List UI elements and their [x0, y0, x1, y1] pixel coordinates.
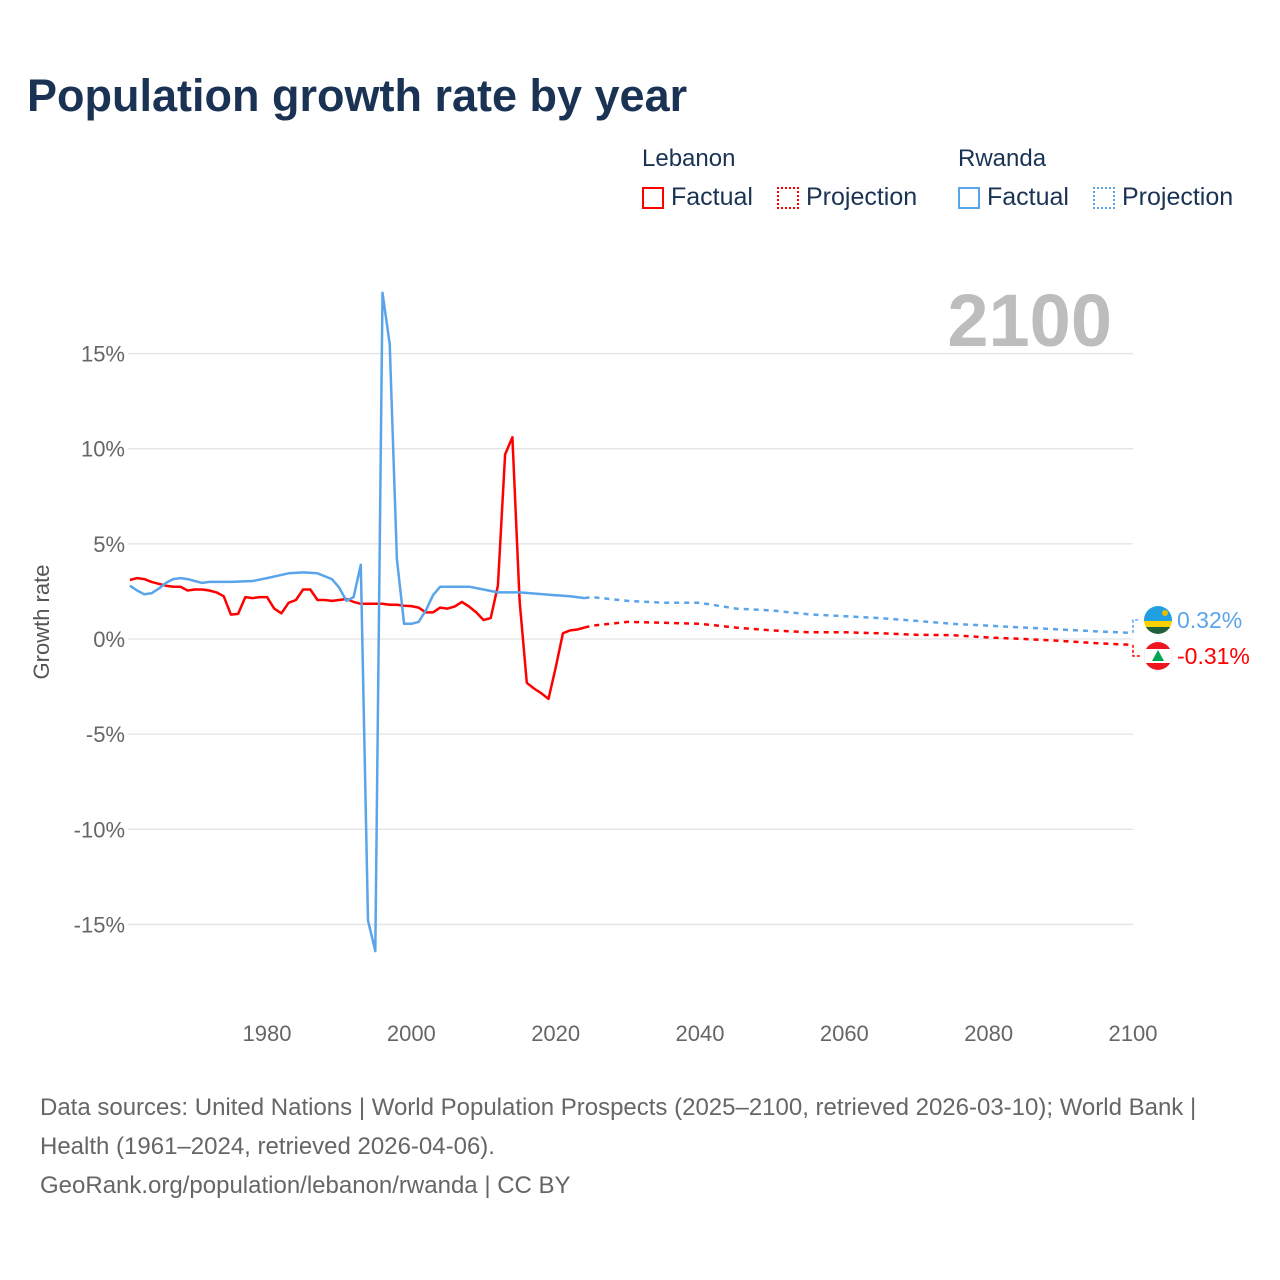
legend-item-lebanon-factual[interactable]: Factual: [642, 183, 753, 212]
x-tick-label: 2000: [387, 1021, 436, 1046]
x-tick-label: 2020: [531, 1021, 580, 1046]
legend-item-rwanda-factual[interactable]: Factual: [958, 183, 1069, 212]
legend-label: Projection: [805, 183, 918, 211]
legend-swatch: [958, 186, 980, 209]
legend-label: Factual: [671, 183, 753, 211]
x-tick-label: 2040: [676, 1021, 725, 1046]
legend-swatch: [776, 186, 799, 209]
legend-swatch: [1092, 186, 1115, 209]
footer: Data sources: United Nations | World Pop…: [40, 1088, 1240, 1205]
data-sources: Data sources: United Nations | World Pop…: [40, 1094, 1197, 1160]
lebanon-flag-icon: [1144, 642, 1172, 670]
rwanda-factual-line: [129, 291, 585, 953]
x-tick-label: 2100: [1109, 1021, 1158, 1046]
y-tick-label: -15%: [74, 912, 125, 937]
x-tick-label: 2060: [820, 1021, 869, 1046]
lebanon-projection-line: [584, 620, 1134, 647]
legend-swatch: [642, 186, 664, 209]
y-tick-label: 10%: [81, 437, 125, 462]
legend-rwanda: Rwanda Factual Projection: [958, 145, 1249, 212]
x-tick-label: 1980: [243, 1021, 292, 1046]
x-tick-label: 2080: [964, 1021, 1013, 1046]
legend-item-rwanda-projection[interactable]: Projection: [1092, 183, 1234, 212]
lebanon-factual-line: [129, 436, 585, 701]
y-tick-label: 15%: [81, 342, 125, 367]
legend-group-title: Rwanda: [958, 145, 1047, 172]
legend-group-title: Lebanon: [642, 145, 736, 172]
legend-lebanon: Lebanon Factual Projection: [642, 145, 933, 212]
rwanda-flag-icon: [1144, 606, 1172, 634]
y-tick-label: -5%: [86, 722, 125, 747]
current-year-label: 2100: [947, 279, 1112, 362]
y-tick-label: -10%: [74, 817, 125, 842]
source-link[interactable]: GeoRank.org/population/lebanon/rwanda | …: [40, 1172, 571, 1199]
legend-label: Projection: [1121, 183, 1234, 211]
chart-title: Population growth rate by year: [27, 70, 688, 121]
lebanon-end-label: -0.31%: [1177, 643, 1250, 669]
rwanda-end-label: 0.32%: [1177, 607, 1242, 633]
rwanda-connector: [1132, 619, 1140, 633]
rwanda-projection-line: [584, 595, 1134, 635]
y-tick-label: 0%: [93, 627, 125, 652]
y-tick-label: 5%: [93, 532, 125, 557]
lebanon-connector: [1132, 644, 1140, 657]
legend-label: Factual: [987, 183, 1069, 211]
legend-item-lebanon-projection[interactable]: Projection: [776, 183, 918, 212]
